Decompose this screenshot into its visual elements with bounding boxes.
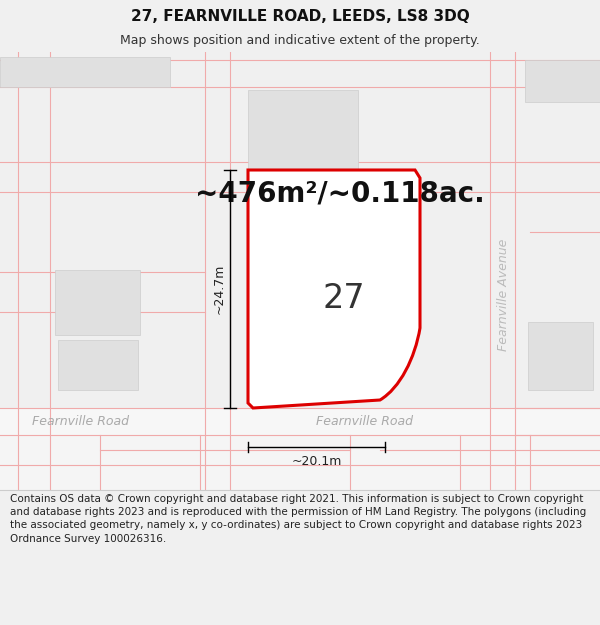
Text: Fearnville Road: Fearnville Road — [32, 415, 128, 428]
Bar — [0, 57, 170, 87]
Text: Fearnville Road: Fearnville Road — [317, 415, 413, 428]
Text: Contains OS data © Crown copyright and database right 2021. This information is : Contains OS data © Crown copyright and d… — [10, 494, 586, 544]
Bar — [55, 270, 140, 335]
Text: 27: 27 — [323, 282, 365, 316]
Bar — [525, 60, 600, 102]
Bar — [283, 258, 398, 368]
Bar — [528, 322, 593, 390]
Text: Map shows position and indicative extent of the property.: Map shows position and indicative extent… — [120, 34, 480, 47]
Text: 27, FEARNVILLE ROAD, LEEDS, LS8 3DQ: 27, FEARNVILLE ROAD, LEEDS, LS8 3DQ — [131, 9, 469, 24]
Text: ~24.7m: ~24.7m — [213, 264, 226, 314]
PathPatch shape — [248, 170, 420, 408]
Bar — [0, 435, 600, 490]
Bar — [0, 408, 600, 435]
Text: ~20.1m: ~20.1m — [292, 455, 341, 468]
Text: ~476m²/~0.118ac.: ~476m²/~0.118ac. — [195, 179, 485, 207]
Bar — [58, 340, 138, 390]
Text: Fearnville Avenue: Fearnville Avenue — [497, 239, 510, 351]
Bar — [248, 90, 358, 172]
